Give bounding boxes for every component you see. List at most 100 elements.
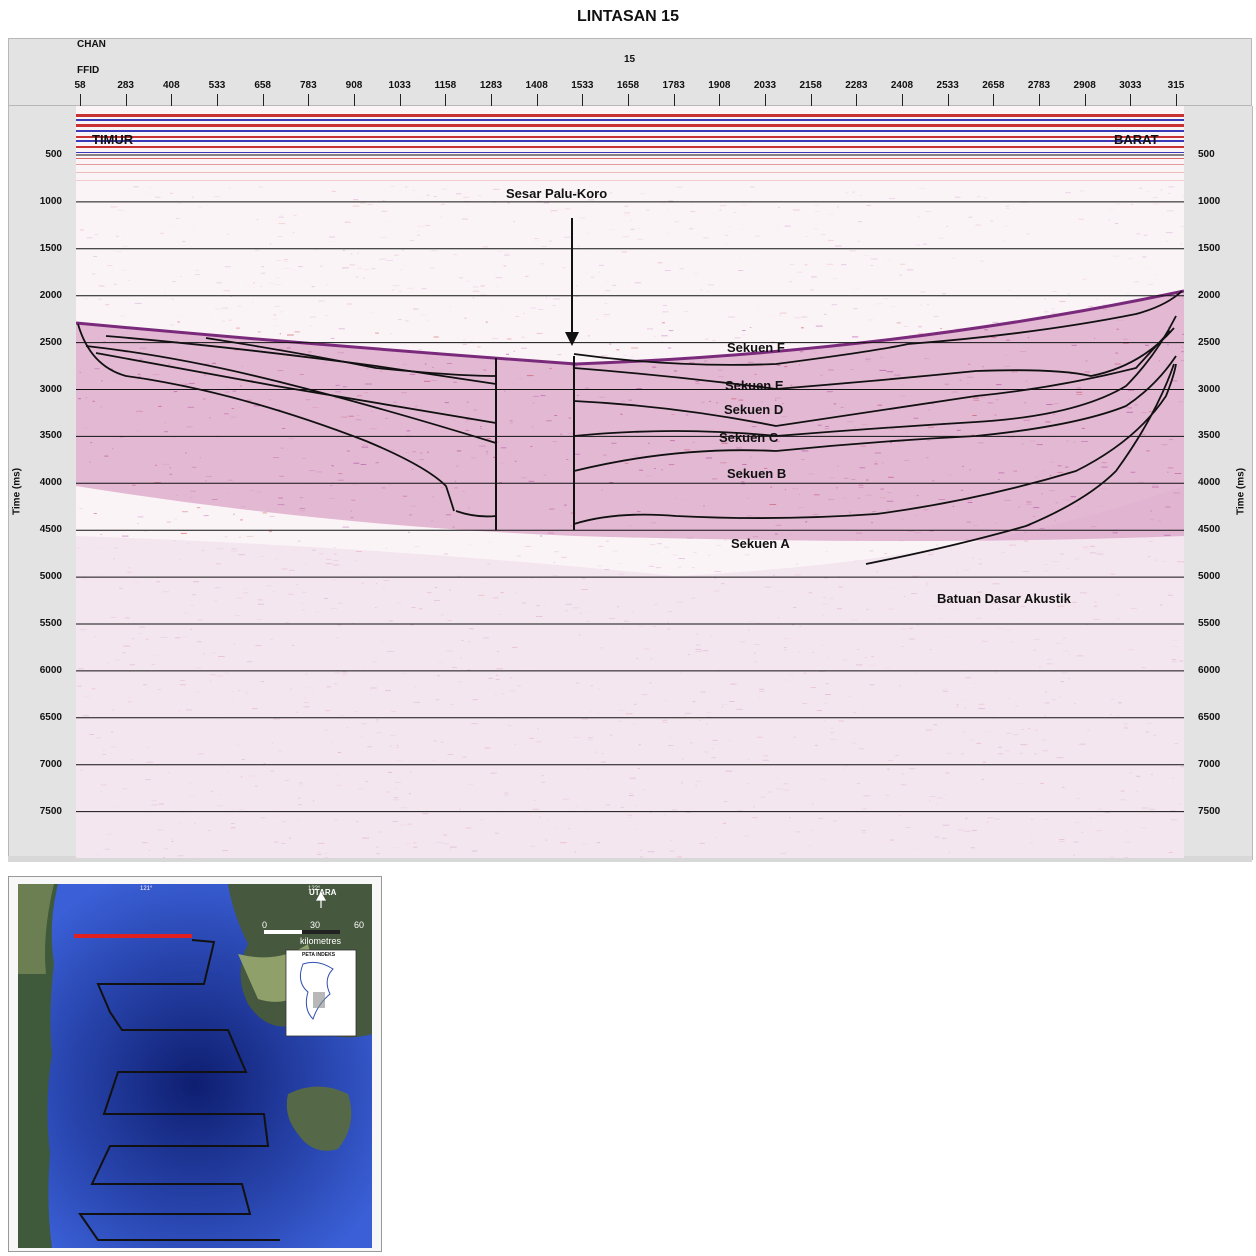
time-tick-left: 6500 [39, 711, 62, 723]
time-tick-right: 5500 [1198, 618, 1221, 629]
ffid-tick-mark [399, 94, 401, 106]
horizon-d-west [573, 330, 1171, 427]
sequence-c-label: Sekuen C [719, 430, 779, 445]
ffid-tick-label: 2033 [753, 80, 777, 91]
sequence-b-label: Sekuen B [727, 466, 787, 481]
seafloor-reflection-band [76, 114, 1184, 181]
ffid-label: FFID [77, 65, 100, 76]
horizon-f-west [573, 290, 1183, 366]
acoustic-basement-label: Batuan Dasar Akustik [937, 591, 1071, 606]
ffid-tick-label: 1408 [525, 80, 548, 91]
ffid-tick-label: 2158 [799, 80, 822, 91]
ffid-tick-label: 1158 [434, 80, 457, 91]
sediment-fill [76, 291, 1184, 541]
ffid-tick-mark [445, 94, 447, 106]
line-number: 15 [624, 54, 636, 65]
scale-tick-0: 0 [262, 920, 267, 930]
seismic-section [76, 106, 1184, 858]
north-label: UTARA [309, 888, 337, 897]
ffid-tick-mark [354, 94, 355, 106]
ffid-tick-mark [719, 94, 721, 106]
chan-label: CHAN [77, 39, 106, 50]
ffid-tick-mark [491, 94, 492, 106]
scale-unit: kilometres [300, 936, 342, 946]
horizon-e-west [573, 327, 1175, 390]
horizon-c-west [573, 315, 1177, 437]
basement-top-west [865, 363, 1175, 565]
ffid-tick-label: 2783 [1027, 80, 1051, 91]
ffid-tick-label: 2658 [982, 80, 1005, 91]
left-time-axis [8, 106, 77, 860]
ffid-tick-label: 533 [208, 80, 226, 91]
time-tick-left: 4000 [39, 477, 62, 489]
ffid-tick-mark [810, 94, 812, 106]
west-coast-land [18, 884, 58, 1248]
longitude-label-121: 121° [140, 886, 153, 892]
horizon-a-east [77, 323, 455, 512]
ffid-tick-label: 1033 [388, 80, 411, 91]
time-tick-left: 2000 [39, 289, 62, 301]
east-label: TIMUR [92, 132, 134, 147]
time-tick-right: 6000 [1198, 664, 1221, 676]
scale-bar [264, 930, 340, 934]
ffid-tick-mark [171, 94, 173, 106]
right-axis-title: Time (ms) [1235, 467, 1247, 516]
ffid-tick-label: 58 [74, 80, 86, 91]
ffid-tick-label: 908 [345, 80, 363, 91]
sequence-e-label: Sekuen E [725, 378, 784, 393]
ffid-tick-label: 2533 [936, 80, 959, 91]
ffid-tick-label: 1283 [479, 80, 503, 91]
inset-title: PETA INDEKS [302, 952, 336, 958]
ffid-tick-label: 2908 [1073, 80, 1096, 91]
horizon-c-east [95, 352, 497, 424]
ffid-tick-mark [80, 94, 81, 106]
time-tick-left: 7000 [39, 758, 62, 770]
east-peninsula [286, 1086, 352, 1151]
time-tick-right: 3000 [1198, 383, 1221, 395]
ffid-tick-mark [217, 94, 218, 106]
ffid-tick-label: 1783 [662, 80, 685, 91]
fault-arrow [565, 218, 579, 346]
sequence-a-label: Sekuen A [731, 536, 790, 551]
trace-header-band [8, 38, 1252, 106]
longitude-label-122: 122° [308, 886, 321, 892]
ffid-tick-label: 1533 [571, 80, 594, 91]
time-tick-right: 7500 [1198, 805, 1221, 817]
ffid-tick-mark [308, 94, 310, 106]
ffid-tick-label: 283 [117, 80, 134, 91]
figure-title: LINTASAN 15 [577, 8, 679, 25]
time-gridlines [76, 154, 1184, 813]
time-tick-left: 4500 [39, 524, 62, 536]
ffid-tick-mark [582, 94, 584, 106]
ffid-tick-mark [673, 94, 675, 106]
time-tick-left: 5000 [39, 571, 62, 583]
ffid-tick-label: 315 [1167, 80, 1185, 91]
ffid-tick-mark [902, 94, 903, 106]
scale-tick-60: 60 [354, 920, 364, 930]
time-tick-right: 4000 [1198, 477, 1221, 489]
ffid-tick-mark [628, 94, 629, 106]
ffid-tick-mark [1176, 94, 1177, 106]
sequence-f-label: Sekuen F [727, 340, 785, 355]
ffid-tick-mark [947, 94, 949, 106]
ffid-tick-mark [262, 94, 264, 106]
time-tick-left: 500 [45, 149, 62, 160]
ffid-tick-mark [1130, 94, 1132, 106]
seafloor-reflector [76, 289, 1184, 366]
ffid-tick-mark [1084, 94, 1086, 106]
time-tick-right: 7000 [1198, 758, 1221, 770]
ffid-tick-label: 3033 [1119, 80, 1142, 91]
time-tick-right: 1500 [1198, 242, 1221, 254]
ffid-tick-mark [1039, 94, 1040, 106]
ffid-tick-label: 1908 [708, 80, 731, 91]
time-tick-left: 2500 [39, 336, 62, 348]
horizon-b-east [85, 345, 497, 446]
ffid-tick-label: 1658 [616, 80, 640, 91]
ffid-tick-mark [536, 94, 538, 106]
interpreted-horizons [77, 290, 1183, 565]
horizon-f-east [205, 337, 497, 377]
time-tick-right: 2000 [1198, 289, 1221, 301]
time-tick-right: 1000 [1198, 195, 1221, 207]
west-label: BARAT [1114, 132, 1159, 147]
time-tick-left: 7500 [39, 805, 62, 817]
